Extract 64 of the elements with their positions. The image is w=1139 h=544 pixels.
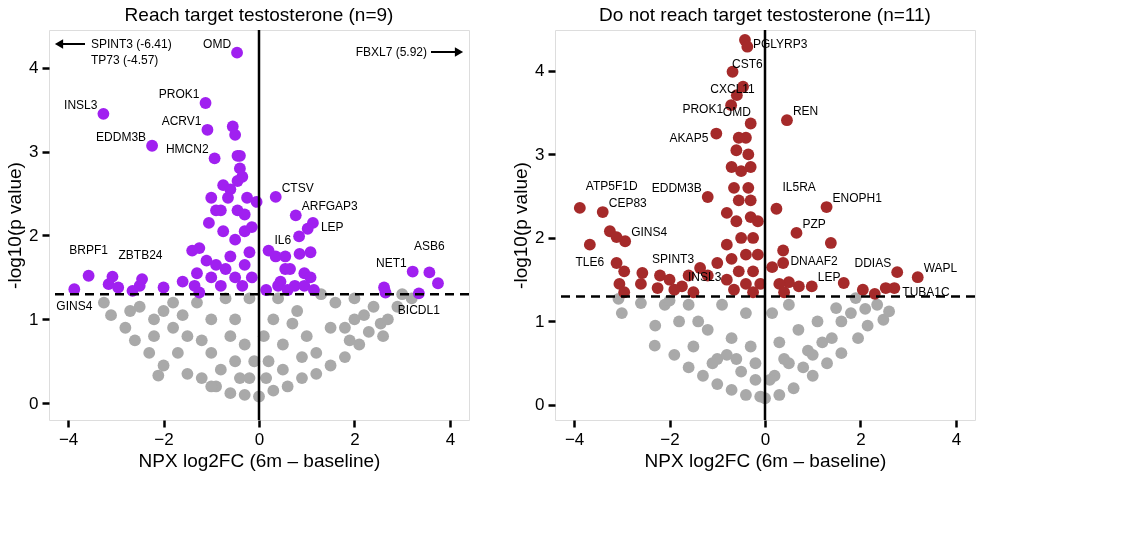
annotation: WAPL <box>923 261 958 276</box>
annotation: CTSV <box>281 180 314 195</box>
annotation: ARFGAP3 <box>301 199 359 214</box>
annotation: EDDM3B <box>651 181 702 196</box>
annotation: BRPF1 <box>69 242 109 257</box>
y-tick-label: 4 <box>29 58 39 78</box>
x-tick-label: −4 <box>564 429 585 449</box>
annotation: LEP <box>817 270 841 285</box>
x-tick-label: 2 <box>856 429 866 449</box>
x-tick-label: 0 <box>760 429 771 449</box>
x-tick-label: 2 <box>350 429 360 449</box>
annotation: HMCN2 <box>165 142 209 157</box>
annotation: ACRV1 <box>161 113 202 128</box>
x-axis-title: NPX log2FC (6m – baseline) <box>138 449 381 471</box>
annotation: CEP83 <box>608 196 648 211</box>
y-axis-title: -log10(p value) <box>4 162 26 289</box>
annotation: GINS4 <box>631 225 668 240</box>
x-axis-title: NPX log2FC (6m – baseline) <box>644 449 887 471</box>
annotation: OMD <box>203 36 232 51</box>
annotation: IL6 <box>274 233 292 248</box>
x-tick-label: 4 <box>445 429 456 449</box>
annotation: AKAP5 <box>669 130 709 145</box>
y-tick-label: 0 <box>29 393 39 413</box>
annotation: NET1 <box>375 255 407 270</box>
annotation: TLE6 <box>575 254 605 269</box>
annotation: LEP <box>320 219 344 234</box>
annotation: OMD <box>722 105 752 120</box>
annotation: TUBA1C <box>902 285 951 300</box>
y-axis-title: -log10(p value) <box>510 162 532 289</box>
x-tick-label: −2 <box>154 429 174 449</box>
annotation: TP73 (-4.57) <box>91 53 159 67</box>
annotation: SPINT3 (-6.41) <box>91 37 172 51</box>
x-tick-label: 0 <box>254 429 265 449</box>
y-tick-label: 1 <box>535 311 545 331</box>
annotation: GINS4 <box>56 299 93 314</box>
y-tick-label: 3 <box>535 144 545 164</box>
x-tick-label: −2 <box>660 429 680 449</box>
annotation: IL5RA <box>782 179 816 194</box>
annotation: BICDL1 <box>397 303 441 318</box>
annotation: ATP5F1D <box>585 178 638 193</box>
annotation: DDIAS <box>854 256 892 271</box>
annotation: ENOPH1 <box>832 191 883 206</box>
chart-title: Do not reach target testosterone (n=11) <box>599 3 931 25</box>
y-tick-label: 2 <box>29 225 39 245</box>
y-tick-label: 1 <box>29 309 39 329</box>
annotation: SPINT3 <box>652 252 695 267</box>
y-tick-label: 4 <box>535 61 545 81</box>
annotation: REN <box>792 104 819 119</box>
y-tick-label: 2 <box>535 228 545 248</box>
annotation: ASB6 <box>414 239 446 254</box>
annotation: PROK1 <box>158 86 200 101</box>
x-tick-label: −4 <box>58 429 79 449</box>
annotation: DNAAF2 <box>790 254 839 269</box>
x-tick-label: 4 <box>951 429 962 449</box>
annotation: ZBTB24 <box>118 247 163 262</box>
annotation: PROK1 <box>682 102 724 117</box>
annotation: FBXL7 (5.92) <box>355 45 427 59</box>
y-tick-label: 3 <box>29 142 39 162</box>
annotation: EDDM3B <box>96 129 147 144</box>
annotation: CST6 <box>732 56 763 71</box>
annotation: INSL3 <box>64 97 98 112</box>
chart-title: Reach target testosterone (n=9) <box>124 3 394 25</box>
annotation: PZP <box>802 216 826 231</box>
y-tick-label: 0 <box>535 395 545 415</box>
